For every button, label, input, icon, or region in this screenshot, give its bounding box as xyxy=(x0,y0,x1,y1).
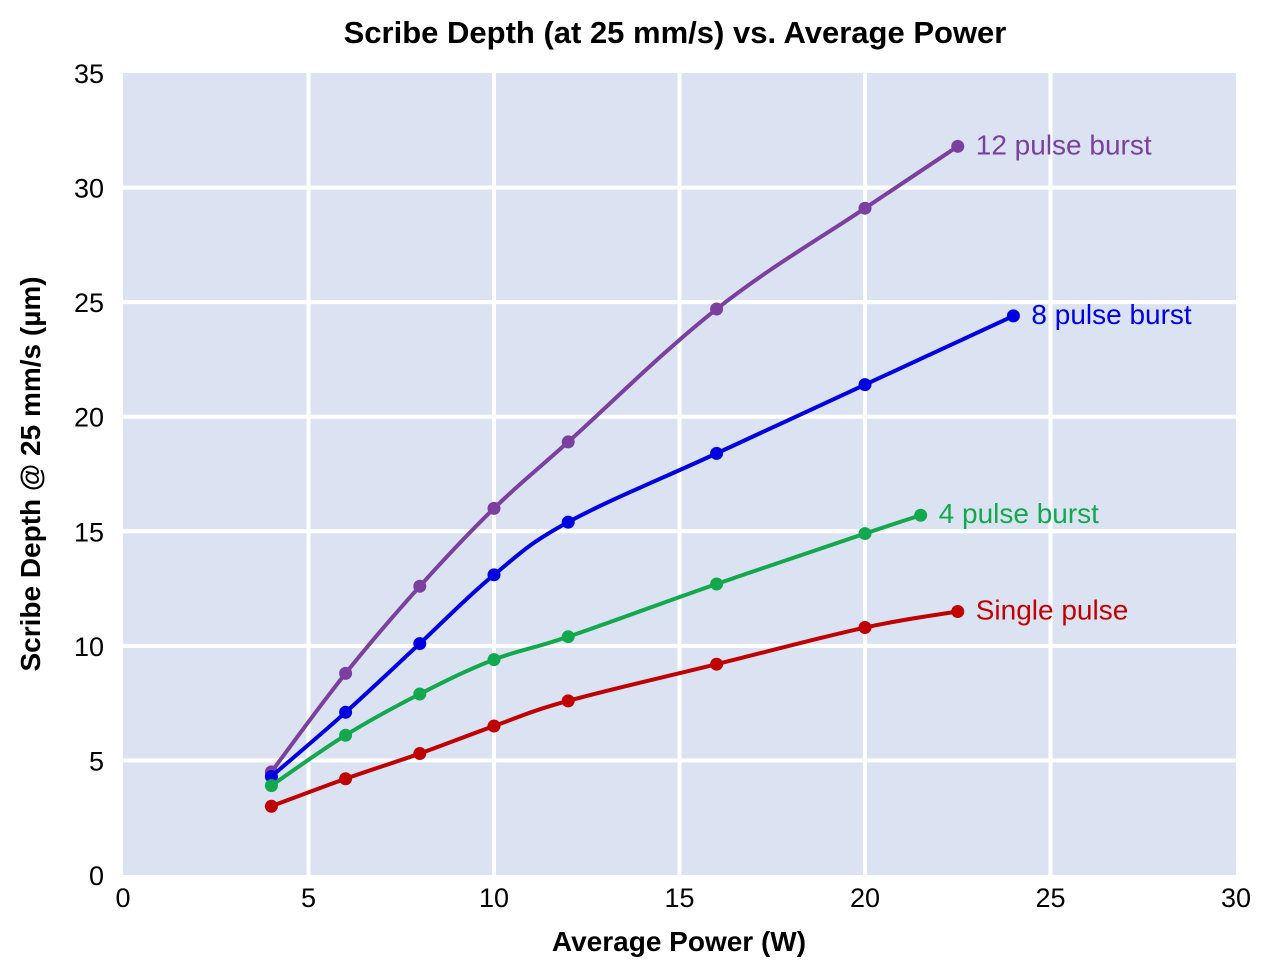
data-point xyxy=(858,621,872,635)
series-4-pulse-burst: 4 pulse burst xyxy=(264,498,1100,793)
data-point xyxy=(710,657,724,671)
grid-lines xyxy=(123,73,1236,875)
x-tick-label: 15 xyxy=(664,883,694,913)
series-label: Single pulse xyxy=(976,594,1129,625)
data-point xyxy=(487,501,501,515)
data-point xyxy=(413,687,427,701)
data-point xyxy=(710,577,724,591)
data-point xyxy=(264,779,278,793)
series-line xyxy=(269,513,923,788)
series-label: 4 pulse burst xyxy=(939,498,1100,529)
y-tick-label: 35 xyxy=(74,59,104,89)
series-12-pulse-burst: 12 pulse burst xyxy=(264,129,1152,779)
data-point xyxy=(487,653,501,667)
data-point xyxy=(413,747,427,761)
x-tick-label: 5 xyxy=(301,883,316,913)
data-point xyxy=(339,666,353,680)
y-axis-ticks: 0 5 10 15 20 25 30 35 xyxy=(74,59,104,891)
y-tick-label: 30 xyxy=(74,174,104,204)
x-axis-ticks: 0 5 10 15 20 25 30 xyxy=(115,883,1251,913)
x-tick-label: 10 xyxy=(479,883,509,913)
y-tick-label: 5 xyxy=(89,746,104,776)
x-tick-label: 30 xyxy=(1221,883,1251,913)
data-point xyxy=(413,637,427,651)
y-axis-label: Scribe Depth @ 25 mm/s (µm) xyxy=(15,276,46,671)
x-tick-label: 25 xyxy=(1035,883,1065,913)
y-tick-label: 20 xyxy=(74,403,104,433)
data-point xyxy=(951,139,965,153)
data-point xyxy=(487,568,501,582)
y-tick-label: 0 xyxy=(89,861,104,891)
data-point xyxy=(858,378,872,392)
data-point xyxy=(858,527,872,541)
data-point xyxy=(413,579,427,593)
data-point xyxy=(561,435,575,449)
data-point xyxy=(858,201,872,215)
data-point xyxy=(339,772,353,786)
series-layer: 12 pulse burst 8 pulse burst 4 pulse burst… xyxy=(264,129,1192,813)
chart-title: Scribe Depth (at 25 mm/s) vs. Average Po… xyxy=(344,15,1007,50)
y-tick-label: 25 xyxy=(74,288,104,318)
data-point xyxy=(264,799,278,813)
data-point xyxy=(487,719,501,733)
series-label: 8 pulse burst xyxy=(1031,299,1192,330)
data-point xyxy=(264,769,278,783)
data-point xyxy=(561,694,575,708)
series-8-pulse-burst: 8 pulse burst xyxy=(264,299,1192,783)
data-point xyxy=(710,302,724,316)
y-tick-label: 10 xyxy=(74,632,104,662)
data-point xyxy=(710,446,724,460)
data-point xyxy=(339,705,353,719)
x-axis-label: Average Power (W) xyxy=(552,926,806,957)
data-point xyxy=(914,508,928,522)
series-label: 12 pulse burst xyxy=(976,129,1152,160)
data-point xyxy=(339,728,353,742)
y-tick-label: 15 xyxy=(74,517,104,547)
series-line xyxy=(269,144,960,774)
series-single-pulse: Single pulse xyxy=(264,594,1129,813)
data-point xyxy=(951,604,965,618)
x-tick-label: 0 xyxy=(115,883,130,913)
data-point xyxy=(561,630,575,644)
x-tick-label: 20 xyxy=(850,883,880,913)
data-point xyxy=(561,515,575,529)
data-point xyxy=(1006,309,1020,323)
